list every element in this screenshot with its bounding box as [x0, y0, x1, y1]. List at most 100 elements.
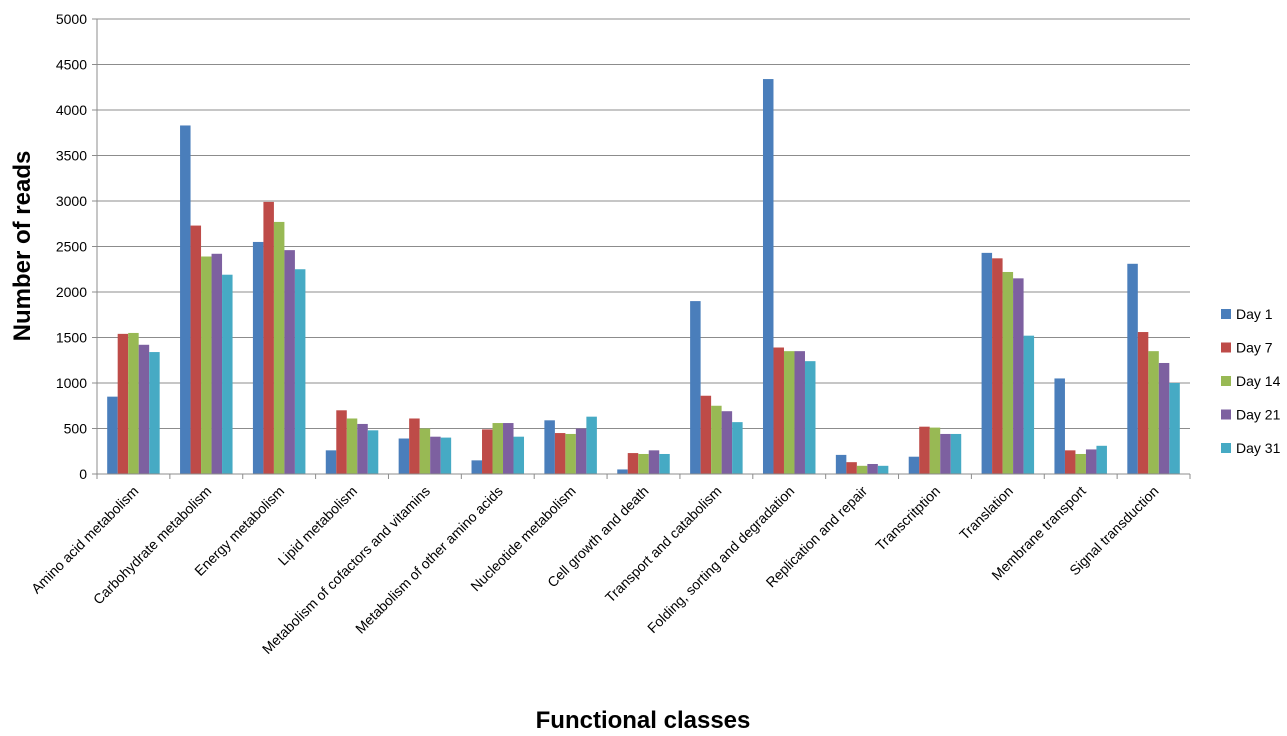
legend-label: Day 7 — [1236, 340, 1273, 356]
bar — [222, 274, 233, 474]
bar — [471, 460, 483, 474]
bar — [638, 453, 649, 474]
x-tick-label: Lipid metabolism — [275, 483, 361, 569]
bar — [492, 423, 504, 474]
bar — [482, 429, 493, 474]
bar — [617, 469, 628, 474]
bar — [409, 418, 420, 474]
bar — [430, 436, 441, 474]
bar — [1137, 332, 1149, 474]
bar — [783, 351, 795, 474]
bar — [773, 347, 784, 474]
bar — [690, 301, 701, 474]
bar — [149, 352, 160, 474]
bar — [294, 269, 306, 474]
bar — [804, 361, 816, 474]
bar — [273, 221, 285, 474]
legend-label: Day 21 — [1236, 407, 1281, 423]
bar — [586, 416, 597, 474]
y-tick-label: 5000 — [56, 11, 87, 27]
y-tick-label: 3000 — [56, 193, 87, 209]
x-tick-label: Carbohydrate metabolism — [90, 483, 215, 608]
bar — [325, 450, 337, 474]
bar — [513, 436, 525, 474]
y-tick-label: 500 — [64, 421, 88, 437]
bar — [284, 250, 295, 474]
legend-label: Day 14 — [1236, 373, 1281, 389]
bar — [867, 463, 878, 474]
bar — [565, 433, 576, 474]
bar — [346, 418, 358, 474]
y-tick-label: 4500 — [56, 57, 87, 73]
bar — [846, 462, 857, 474]
bar — [940, 433, 951, 474]
bar — [544, 420, 555, 474]
axes — [96, 19, 1191, 479]
bar — [1127, 263, 1138, 474]
legend-swatch — [1221, 309, 1231, 319]
bar — [180, 125, 191, 474]
bar — [648, 450, 660, 474]
bar — [201, 256, 212, 474]
bar — [263, 201, 274, 474]
bar — [659, 453, 670, 474]
bar — [117, 333, 129, 474]
legend: Day 1 Day 7 Day 14 Day 21 Day 31 — [1221, 306, 1281, 456]
x-axis-title: Functional classes — [536, 707, 751, 734]
bar — [1054, 378, 1065, 474]
x-tick-label: Transport and catabolism — [602, 483, 725, 606]
bar — [721, 411, 733, 474]
legend-label: Day 31 — [1236, 440, 1281, 456]
bar — [700, 395, 712, 474]
bar — [919, 426, 930, 474]
bar — [908, 456, 920, 474]
y-tick-label: 4000 — [56, 102, 87, 118]
bar — [1096, 445, 1107, 474]
legend-swatch — [1221, 409, 1231, 420]
bar — [190, 225, 202, 474]
bar — [929, 427, 941, 474]
bar — [1013, 278, 1024, 474]
x-tick-label: Translation — [956, 483, 1016, 543]
bar — [627, 453, 639, 474]
legend-swatch — [1221, 376, 1231, 386]
bar — [794, 351, 805, 474]
bar — [575, 428, 587, 474]
bar — [107, 396, 118, 474]
y-tick-label: 2000 — [56, 284, 87, 300]
bar — [711, 405, 722, 474]
bar — [877, 465, 889, 474]
x-tick-label: Transcritption — [872, 483, 943, 554]
bar — [1075, 453, 1086, 474]
bar — [419, 428, 431, 474]
bar — [128, 332, 139, 474]
bar — [357, 423, 368, 474]
bar — [950, 433, 962, 474]
bar — [398, 438, 410, 474]
y-tick-label: 1500 — [56, 330, 87, 346]
y-tick-label: 3500 — [56, 148, 87, 164]
bar — [211, 253, 223, 474]
bar — [1169, 383, 1180, 474]
legend-label: Day 1 — [1236, 306, 1273, 322]
legend-swatch — [1221, 443, 1231, 453]
bar — [835, 454, 847, 474]
bar — [1064, 450, 1076, 474]
bar — [440, 437, 452, 474]
bar — [992, 258, 1003, 474]
y-tick-label: 0 — [79, 466, 87, 482]
y-tick-labels: 0 500 1000 1500 2000 2500 3000 3500 4000 4500 5000 — [56, 11, 87, 482]
y-tick-label: 2500 — [56, 239, 87, 255]
x-tick-label: Metabolism of other amino acids — [352, 483, 506, 637]
bar — [762, 79, 774, 474]
bar — [336, 410, 347, 474]
bar — [367, 430, 379, 474]
x-tick-label: Folding, sorting and degradation — [644, 483, 797, 636]
bar — [981, 252, 993, 474]
bar — [252, 241, 264, 474]
bar — [138, 344, 150, 474]
bar — [1085, 449, 1097, 474]
bar — [554, 433, 566, 474]
